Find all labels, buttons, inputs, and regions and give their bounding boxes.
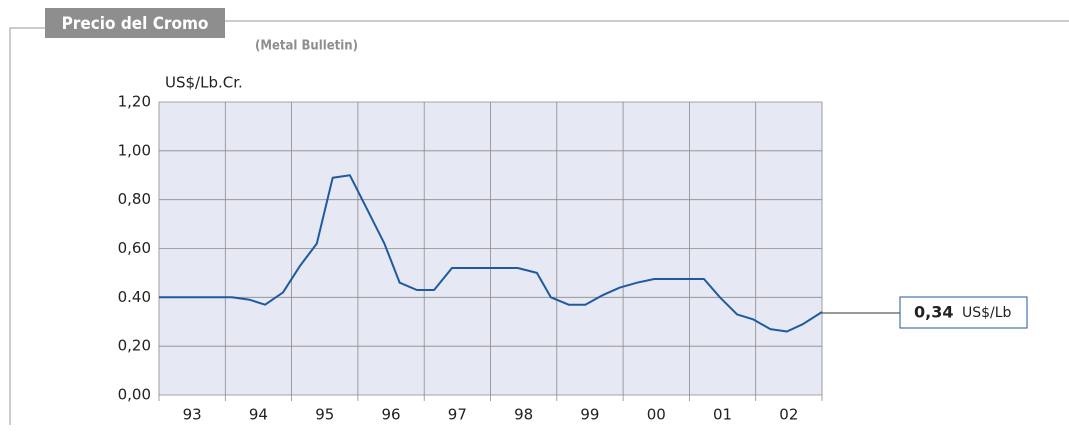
chart-subtitle: (Metal Bulletin) xyxy=(255,39,358,54)
y-tick-label: 0,80 xyxy=(118,190,151,208)
price-line xyxy=(159,174,823,333)
x-tick-label: 00 xyxy=(647,406,666,424)
y-tick-label: 0,00 xyxy=(118,386,151,404)
chart-title: Precio del Cromo xyxy=(62,14,209,34)
annotation-box xyxy=(899,296,1028,329)
frame xyxy=(9,20,1069,425)
y-tick-label: 0,60 xyxy=(118,239,151,257)
x-tick-label: 95 xyxy=(315,406,334,424)
x-tick-label: 99 xyxy=(580,406,599,424)
title-tab xyxy=(45,8,225,38)
y-tick-label: 1,00 xyxy=(118,141,151,159)
x-tick-label: 02 xyxy=(779,406,798,424)
annotation-value: 0,34 xyxy=(914,303,953,322)
annotation-unit: US$/Lb xyxy=(962,305,1012,321)
x-tick-label: 98 xyxy=(514,406,533,424)
y-tick-label: 0,20 xyxy=(118,337,151,355)
x-tick-label: 94 xyxy=(249,406,268,424)
y-axis-label: US$/Lb.Cr. xyxy=(165,74,243,92)
y-tick-label: 0.40 xyxy=(118,288,151,306)
y-tick-label: 1,20 xyxy=(118,93,151,111)
x-tick-label: 01 xyxy=(713,406,732,424)
x-tick-label: 97 xyxy=(448,406,467,424)
x-tick-label: 93 xyxy=(183,406,202,424)
x-tick-label: 96 xyxy=(382,406,401,424)
